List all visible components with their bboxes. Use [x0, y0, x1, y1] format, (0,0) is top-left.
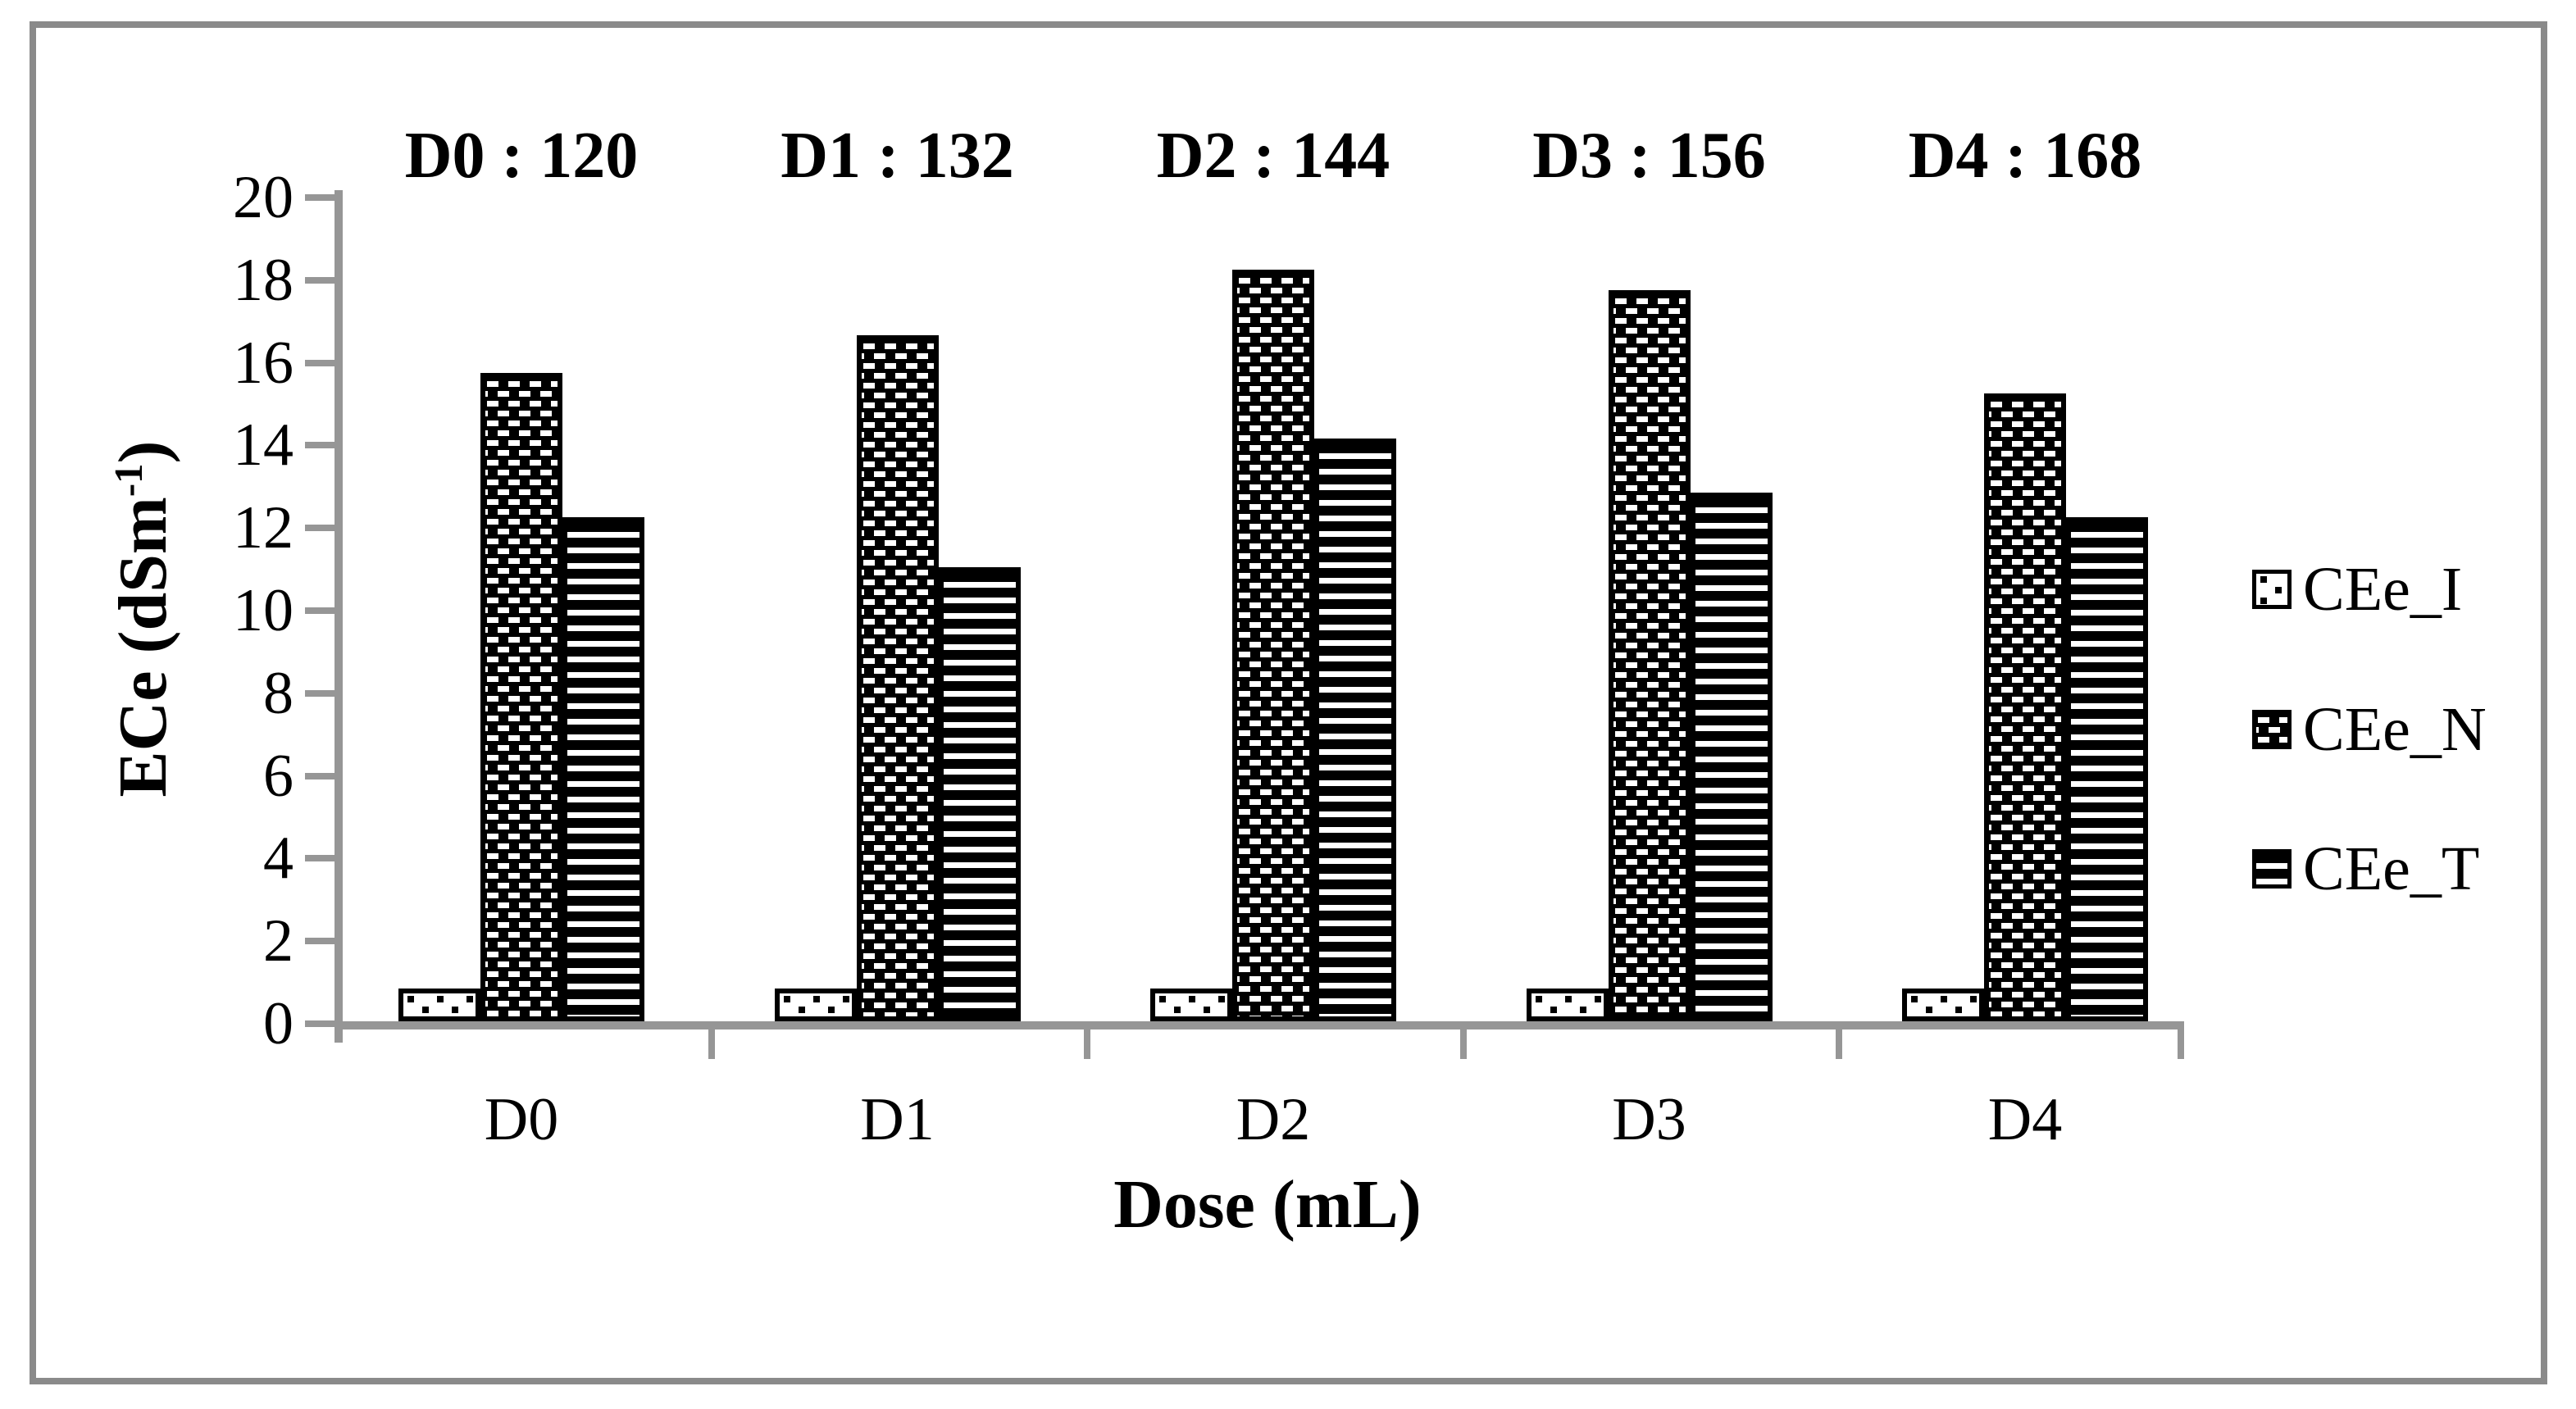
bar-CEe_N-D1	[857, 335, 939, 1021]
y-tick-label: 20	[233, 164, 294, 231]
category-label: D4	[1987, 1086, 2063, 1153]
x-tick-mark	[2178, 1029, 2184, 1059]
y-tick-label: 10	[233, 577, 294, 644]
y-tick-mark	[305, 276, 335, 284]
x-tick-mark	[708, 1029, 715, 1059]
y-axis-title-sup: -1	[107, 463, 151, 498]
x-axis-title-text: Dose (mL)	[1113, 1166, 1422, 1243]
legend-label: CEe_I	[2303, 555, 2463, 624]
legend-swatch-CEe_T	[2252, 849, 2292, 889]
bar-CEe_T-D4	[2066, 517, 2148, 1021]
bar-CEe_I-D3	[1527, 989, 1609, 1021]
legend-swatch-CEe_I	[2252, 570, 2292, 609]
y-tick-label: 0	[263, 990, 294, 1057]
x-tick-mark	[1460, 1029, 1467, 1059]
bar-CEe_I-D0	[398, 989, 480, 1021]
category-label: D0	[484, 1086, 559, 1153]
annotation: D2 : 144	[1156, 120, 1390, 192]
bar-CEe_T-D0	[562, 517, 644, 1021]
legend-swatch-CEe_N	[2252, 710, 2292, 749]
y-axis-title-post: )	[105, 440, 181, 464]
y-tick-label: 8	[263, 659, 294, 727]
annotation: D3 : 156	[1532, 120, 1766, 192]
y-axis-line	[335, 190, 343, 1043]
y-tick-label: 4	[263, 825, 294, 893]
y-tick-mark	[305, 525, 335, 532]
bar-CEe_N-D4	[1984, 393, 2066, 1021]
bar-CEe_T-D3	[1691, 493, 1773, 1021]
y-tick-mark	[305, 607, 335, 614]
y-tick-mark	[305, 938, 335, 945]
y-tick-label: 16	[233, 329, 294, 397]
x-axis-line	[335, 1021, 2184, 1029]
y-tick-label: 2	[263, 907, 294, 975]
y-tick-mark	[305, 194, 335, 201]
y-tick-label: 12	[233, 494, 294, 562]
category-label: D3	[1612, 1086, 1686, 1153]
x-tick-mark	[1836, 1029, 1842, 1059]
bar-CEe_N-D0	[480, 373, 562, 1021]
category-label: D1	[860, 1086, 935, 1153]
y-tick-mark	[305, 772, 335, 779]
legend-label: CEe_N	[2303, 695, 2487, 764]
bar-CEe_I-D2	[1150, 989, 1232, 1021]
y-tick-mark	[305, 442, 335, 449]
y-tick-label: 6	[263, 742, 294, 810]
y-tick-mark	[305, 855, 335, 862]
y-tick-mark	[305, 1020, 335, 1027]
bar-CEe_N-D3	[1609, 290, 1691, 1021]
x-tick-mark	[1084, 1029, 1090, 1059]
y-tick-mark	[305, 359, 335, 366]
y-tick-mark	[305, 689, 335, 697]
x-axis-title: Dose (mL)	[1013, 1162, 1522, 1248]
y-axis-title-pre: ECe (dSm	[105, 497, 181, 798]
annotation: D1 : 132	[781, 120, 1014, 192]
bar-CEe_I-D4	[1902, 989, 1984, 1021]
bar-CEe_T-D2	[1314, 439, 1396, 1021]
y-tick-label: 14	[233, 411, 294, 480]
bar-CEe_T-D1	[939, 567, 1021, 1021]
category-label: D2	[1236, 1086, 1311, 1153]
bar-CEe_I-D1	[775, 989, 857, 1021]
y-tick-label: 18	[233, 246, 294, 314]
annotation: D0 : 120	[404, 120, 639, 192]
annotation: D4 : 168	[1908, 120, 2142, 192]
bar-CEe_N-D2	[1232, 270, 1314, 1021]
y-axis-title: ECe (dSm-1)	[98, 168, 189, 1070]
legend-label: CEe_T	[2303, 834, 2480, 903]
